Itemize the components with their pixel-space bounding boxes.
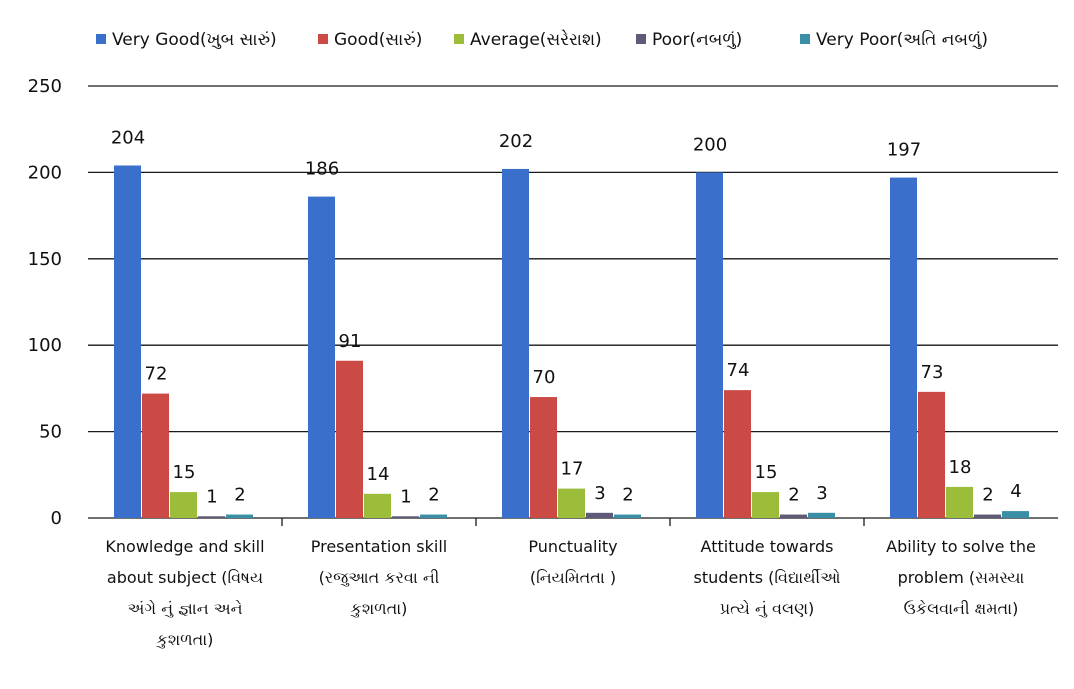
- legend-label: Very Good(ખુબ સારું): [112, 30, 277, 50]
- bar: [198, 516, 225, 518]
- bar: [392, 516, 419, 518]
- category-label: Presentation skill: [311, 537, 448, 556]
- data-label: 2: [982, 485, 993, 506]
- legend-label: Good(સારું): [334, 30, 422, 50]
- bar: [780, 514, 807, 518]
- category-label: Punctuality: [528, 537, 617, 556]
- data-label: 2: [428, 485, 439, 506]
- category-label: problem (સમસ્યા: [898, 568, 1025, 587]
- category-label: ઉકેલવાની ક્ષમતા): [904, 599, 1019, 618]
- bar: [558, 488, 585, 518]
- bar: [114, 165, 141, 518]
- bar: [226, 514, 253, 518]
- legend-label: Poor(નબળું): [652, 30, 742, 50]
- data-label: 2: [788, 485, 799, 506]
- y-tick-label-100: 100: [28, 335, 62, 356]
- data-label: 3: [816, 483, 827, 504]
- data-label: 70: [533, 367, 556, 388]
- bar: [946, 486, 973, 518]
- data-label: 2: [622, 485, 633, 506]
- legend: Very Good(ખુબ સારું) Good(સારું) Average(સ…: [96, 29, 988, 50]
- legend-swatch: [636, 34, 646, 44]
- bar: [1002, 511, 1029, 518]
- bar: [724, 390, 751, 518]
- category-label: Attitude towards: [701, 537, 834, 556]
- data-label: 17: [561, 459, 584, 480]
- data-label: 1: [400, 486, 411, 507]
- bar: [974, 514, 1001, 518]
- bar: [696, 172, 723, 518]
- data-label: 200: [693, 134, 727, 155]
- data-label: 2: [234, 485, 245, 506]
- data-label: 91: [339, 331, 362, 352]
- bar: [808, 512, 835, 518]
- bar: [364, 493, 391, 518]
- category-label: કુશળતા): [156, 630, 214, 649]
- legend-swatch: [800, 34, 810, 44]
- category-label: Knowledge and skill: [105, 537, 264, 556]
- data-label: 73: [921, 362, 944, 383]
- legend-label: Very Poor(અતિ નબળું): [816, 30, 988, 50]
- category-label: Ability to solve the: [886, 537, 1036, 556]
- data-label: 15: [173, 462, 196, 483]
- data-label: 4: [1010, 481, 1021, 502]
- data-label: 18: [949, 457, 972, 478]
- y-axis-ticks: 0 50 100 150 200 250: [28, 76, 62, 529]
- category-label: (નિયમિતતા ): [530, 568, 616, 587]
- bar: [142, 393, 169, 518]
- y-tick-label-150: 150: [28, 249, 62, 270]
- data-label: 74: [727, 360, 750, 381]
- category-label: about subject (વિષય: [107, 568, 263, 587]
- category-label: students (વિદ્યાર્થીઓ: [694, 568, 841, 587]
- data-label: 72: [145, 364, 168, 385]
- data-label: 186: [305, 159, 339, 180]
- bars: [114, 165, 1029, 519]
- bar: [918, 391, 945, 518]
- bar: [420, 514, 447, 518]
- legend-swatch: [454, 34, 464, 44]
- bar: [308, 196, 335, 519]
- data-label: 14: [367, 464, 390, 485]
- category-label: અંગે નું જ્ઞાન અને: [127, 599, 242, 618]
- category-label: કુશળતા): [350, 599, 408, 618]
- y-tick-label-200: 200: [28, 162, 62, 183]
- bar: [336, 360, 363, 518]
- data-label: 1: [206, 486, 217, 507]
- category-label: પ્રત્યે નું વલણ): [719, 599, 814, 618]
- bar: [614, 514, 641, 518]
- bar: [890, 177, 917, 519]
- y-tick-label-50: 50: [39, 422, 62, 443]
- data-label: 197: [887, 140, 921, 161]
- bar: [752, 492, 779, 518]
- legend-label: Average(સરેરાશ): [470, 29, 602, 50]
- bar: [530, 397, 557, 518]
- data-label: 202: [499, 131, 533, 152]
- bar: [586, 512, 613, 518]
- data-label: 204: [111, 127, 145, 148]
- data-label: 3: [594, 483, 605, 504]
- legend-swatch: [96, 34, 106, 44]
- legend-swatch: [318, 34, 328, 44]
- category-label: (રજુઆત કરવા ની: [319, 568, 440, 587]
- data-label: 15: [755, 462, 778, 483]
- x-axis-categories: Knowledge and skill about subject (વિષય અં…: [105, 537, 1035, 649]
- y-tick-label-250: 250: [28, 76, 62, 97]
- bar: [502, 168, 529, 518]
- y-tick-label-0: 0: [51, 508, 62, 529]
- bar: [170, 492, 197, 518]
